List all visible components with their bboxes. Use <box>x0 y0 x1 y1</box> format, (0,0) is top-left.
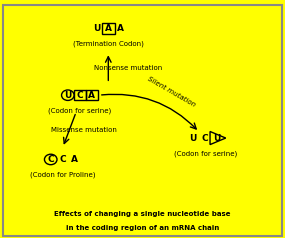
Text: (Codon for serine): (Codon for serine) <box>174 150 237 157</box>
Text: A: A <box>117 24 124 33</box>
Text: U: U <box>213 134 221 143</box>
Text: A: A <box>105 24 112 33</box>
Text: (Codon for serine): (Codon for serine) <box>48 107 111 114</box>
Text: Nonsense mutation: Nonsense mutation <box>94 65 162 71</box>
Text: Effects of changing a single nucleotide base: Effects of changing a single nucleotide … <box>54 211 231 217</box>
Text: U: U <box>190 134 197 143</box>
Text: C: C <box>47 155 54 164</box>
Text: in the coding region of an mRNA chain: in the coding region of an mRNA chain <box>66 225 219 232</box>
Text: U: U <box>64 91 72 100</box>
Text: (Termination Codon): (Termination Codon) <box>73 41 144 47</box>
Text: C: C <box>59 155 66 164</box>
Text: A: A <box>88 91 95 100</box>
Text: Missense mutation: Missense mutation <box>51 127 117 133</box>
Text: (Codon for Proline): (Codon for Proline) <box>30 172 95 178</box>
Text: U: U <box>93 24 100 33</box>
Text: A: A <box>71 155 78 164</box>
Text: Silent mutation: Silent mutation <box>146 75 196 108</box>
Text: C: C <box>202 134 209 143</box>
Text: C: C <box>76 91 83 100</box>
